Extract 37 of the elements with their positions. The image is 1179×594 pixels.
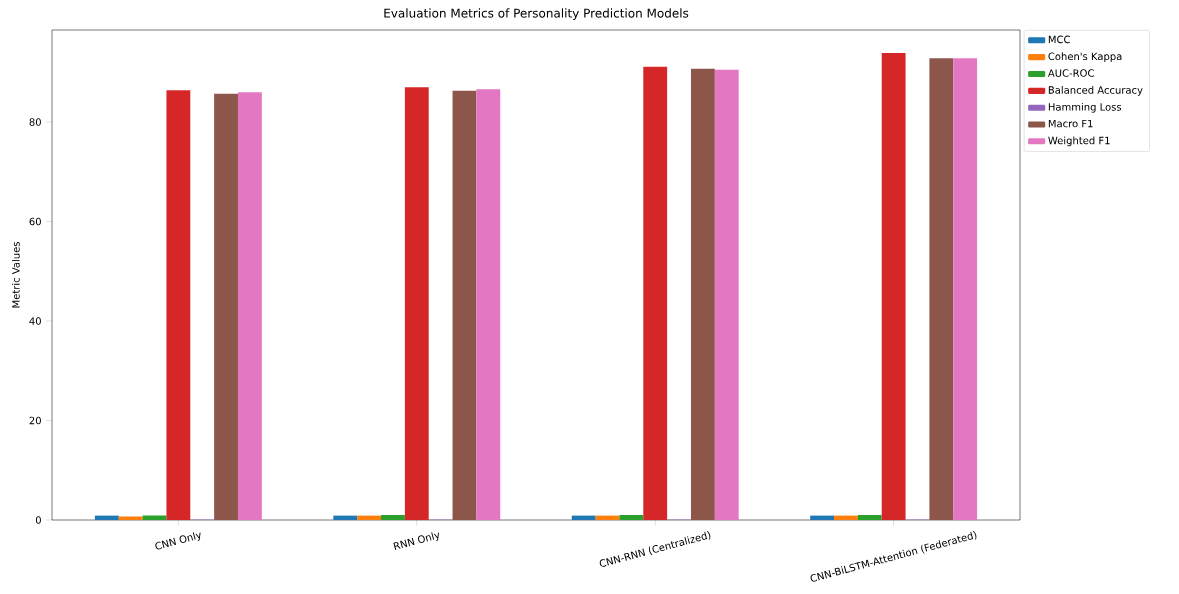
bar	[357, 515, 382, 520]
legend-label: Weighted F1	[1048, 136, 1110, 147]
legend-label: Hamming Loss	[1048, 102, 1122, 113]
bar	[94, 515, 119, 520]
y-tick-label: 40	[29, 317, 41, 325]
bar	[214, 93, 238, 520]
legend-label: AUC-ROC	[1047, 69, 1094, 77]
bar	[881, 52, 906, 520]
bar	[619, 515, 644, 520]
bar	[571, 515, 596, 520]
y-tick-label: 20	[29, 416, 41, 425]
bar	[834, 515, 858, 520]
bar	[810, 515, 835, 520]
bar	[404, 87, 429, 520]
x-tick-label: CNN Only	[155, 532, 201, 550]
legend-label: Balanced Accuracy	[1048, 86, 1143, 96]
y-tick-label: 60	[29, 217, 41, 226]
legend-label: MCC	[1048, 35, 1070, 44]
bar	[857, 515, 882, 520]
bar	[381, 515, 405, 520]
bar	[953, 58, 978, 520]
bar	[476, 89, 501, 520]
y-axis-title: Metric Values	[11, 242, 20, 308]
bar	[237, 92, 262, 520]
bar	[166, 90, 191, 520]
bar	[333, 515, 358, 520]
x-tick-label: RNN Only	[393, 532, 439, 550]
legend-label: Macro F1	[1048, 119, 1093, 128]
bar	[929, 58, 954, 520]
y-tick-label: 0	[35, 516, 41, 524]
legend-label: Cohen's Kappa	[1048, 52, 1122, 63]
bar	[452, 90, 477, 520]
chart-title: Evaluation Metrics of Personality Prediction Models	[384, 8, 689, 20]
bar	[690, 68, 715, 520]
y-tick-label: 80	[29, 118, 41, 126]
bar	[714, 69, 739, 520]
bar	[643, 66, 668, 520]
